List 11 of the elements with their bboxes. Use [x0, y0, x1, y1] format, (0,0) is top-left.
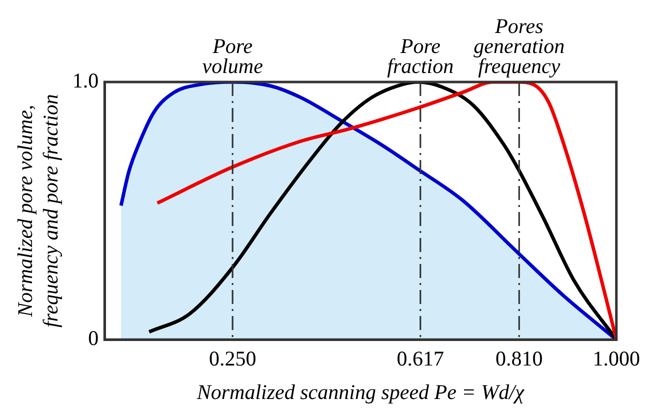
ref-line-label: Pore volume [202, 34, 263, 78]
x-tick-label: 0.810 [496, 346, 543, 371]
x-tick-label: 0.250 [208, 346, 256, 371]
y-tick-label: 1.0 [72, 68, 99, 93]
ref-line-label: Pore fraction [387, 34, 454, 78]
y-axis-title: Normalized pore volume, frequency and pore fraction [13, 94, 62, 328]
x-tick-label: 1.000 [592, 346, 640, 371]
x-axis-title: Normalized scanning speed Pe = Wd/χ [196, 380, 525, 404]
ref-line-label: Pores generation frequency [474, 14, 565, 78]
x-tick-label: 0.617 [396, 346, 444, 371]
y-tick-label: 0 [88, 326, 99, 350]
